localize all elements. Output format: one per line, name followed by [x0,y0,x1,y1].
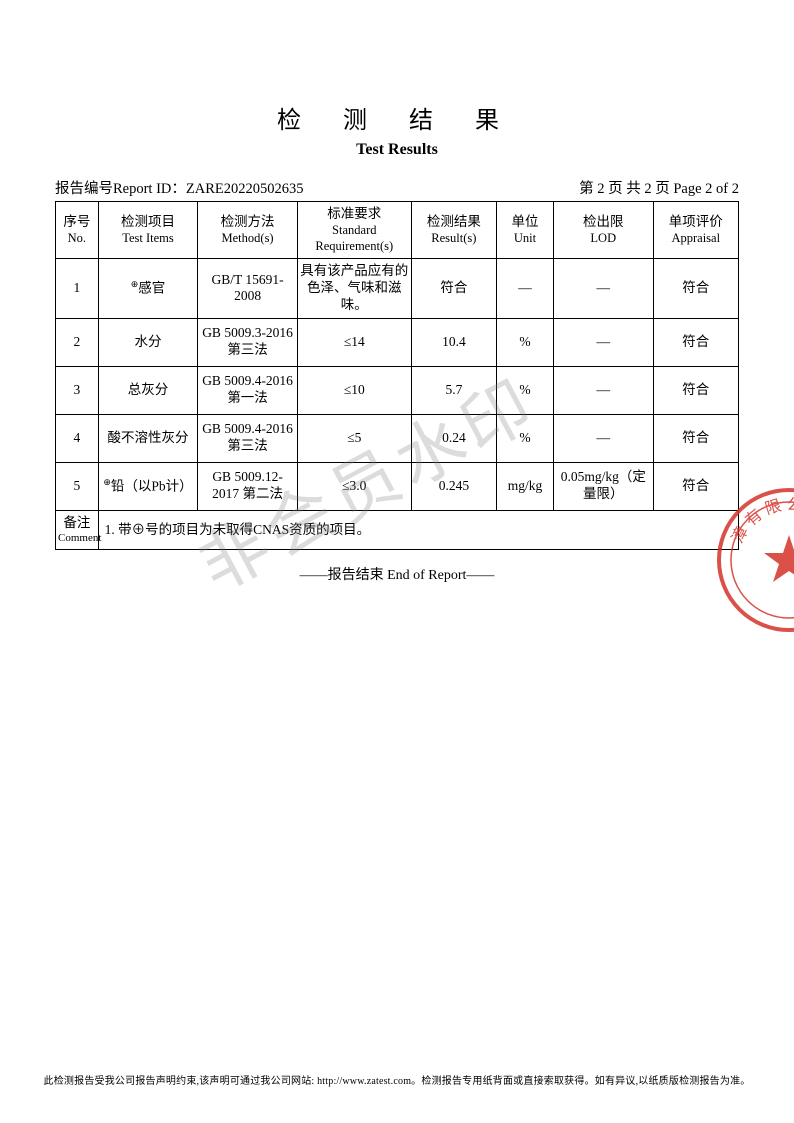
cell-item: ⊕铅（以Pb计） [98,462,198,510]
title-en: Test Results [55,141,739,159]
th-item: 检测项目Test Items [98,202,198,259]
cell-lod: — [553,259,653,319]
cell-appraisal: 符合 [653,462,738,510]
th-appraisal: 单项评价Appraisal [653,202,738,259]
table-row: 3总灰分GB 5009.4-2016 第一法≤105.7%—符合 [56,366,739,414]
cell-lod: — [553,366,653,414]
cell-unit: mg/kg [497,462,554,510]
cell-req: ≤10 [297,366,411,414]
cell-method: GB 5009.4-2016 第三法 [198,414,298,462]
cell-result: 0.24 [411,414,496,462]
cell-method: GB 5009.3-2016 第三法 [198,318,298,366]
page-info: 第 2 页 共 2 页 Page 2 of 2 [579,177,739,198]
cell-req: ≤14 [297,318,411,366]
table-row: 5⊕铅（以Pb计）GB 5009.12-2017 第二法≤3.00.245mg/… [56,462,739,510]
cell-unit: % [497,318,554,366]
cell-appraisal: 符合 [653,318,738,366]
cell-lod: — [553,318,653,366]
cell-result: 符合 [411,259,496,319]
table-row: 1⊕感官GB/T 15691-2008具有该产品应有的色泽、气味和滋味。符合——… [56,259,739,319]
cell-req: ≤5 [297,414,411,462]
cell-no: 1 [56,259,99,319]
th-method: 检测方法Method(s) [198,202,298,259]
cell-appraisal: 符合 [653,414,738,462]
th-lod: 检出限LOD [553,202,653,259]
cell-item: ⊕感官 [98,259,198,319]
report-id: 报告编号Report ID：ZARE20220502635 [55,177,304,198]
comment-label: 备注Comment [56,510,99,550]
cell-method: GB 5009.12-2017 第二法 [198,462,298,510]
footer-text: 此检测报告受我公司报告声明约束,该声明可通过我公司网站: http://www.… [0,1072,794,1087]
cell-unit: — [497,259,554,319]
results-table: 序号No. 检测项目Test Items 检测方法Method(s) 标准要求S… [55,201,739,550]
th-req: 标准要求Standard Requirement(s) [297,202,411,259]
cell-unit: % [497,414,554,462]
cell-result: 10.4 [411,318,496,366]
cell-no: 2 [56,318,99,366]
report-id-label: 报告编号Report ID： [55,181,186,197]
th-unit: 单位Unit [497,202,554,259]
report-page: 检 测 结 果 Test Results 报告编号Report ID：ZARE2… [0,0,794,1123]
table-row: 2水分GB 5009.3-2016 第三法≤1410.4%—符合 [56,318,739,366]
th-result: 检测结果Result(s) [411,202,496,259]
cell-method: GB/T 15691-2008 [198,259,298,319]
table-header-row: 序号No. 检测项目Test Items 检测方法Method(s) 标准要求S… [56,202,739,259]
cell-no: 4 [56,414,99,462]
end-of-report: ——报告结束 End of Report—— [55,564,739,584]
meta-row: 报告编号Report ID：ZARE20220502635 第 2 页 共 2 … [55,177,739,198]
cell-method: GB 5009.4-2016 第一法 [198,366,298,414]
cell-appraisal: 符合 [653,366,738,414]
title-cn: 检 测 结 果 [55,100,739,135]
cell-item: 酸不溶性灰分 [98,414,198,462]
cell-lod: 0.05mg/kg（定量限） [553,462,653,510]
cell-req: 具有该产品应有的色泽、气味和滋味。 [297,259,411,319]
cell-result: 0.245 [411,462,496,510]
comment-row: 备注Comment 1. 带⊕号的项目为未取得CNAS资质的项目。 [56,510,739,550]
cell-lod: — [553,414,653,462]
table-row: 4酸不溶性灰分GB 5009.4-2016 第三法≤50.24%—符合 [56,414,739,462]
comment-text: 1. 带⊕号的项目为未取得CNAS资质的项目。 [98,510,738,550]
report-id-value: ZARE20220502635 [186,181,304,197]
cell-no: 5 [56,462,99,510]
cell-result: 5.7 [411,366,496,414]
cell-req: ≤3.0 [297,462,411,510]
cell-appraisal: 符合 [653,259,738,319]
cell-no: 3 [56,366,99,414]
th-no: 序号No. [56,202,99,259]
cell-item: 水分 [98,318,198,366]
cell-unit: % [497,366,554,414]
cell-item: 总灰分 [98,366,198,414]
